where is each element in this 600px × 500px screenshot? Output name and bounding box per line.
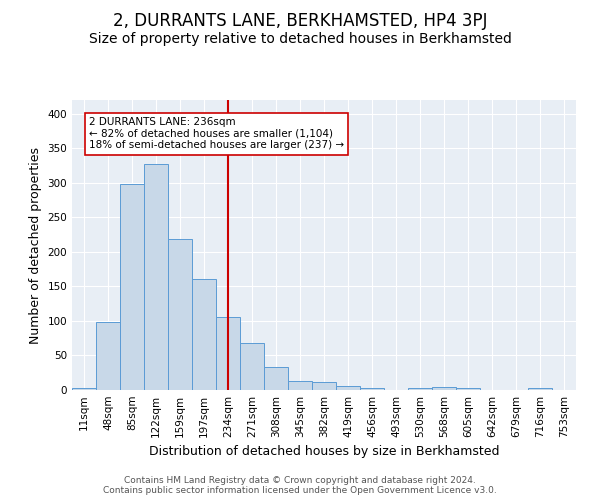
Bar [528, 388, 552, 390]
Bar [336, 386, 360, 390]
Bar [120, 184, 144, 390]
Bar [240, 343, 264, 390]
Bar [72, 388, 96, 390]
Y-axis label: Number of detached properties: Number of detached properties [29, 146, 42, 344]
Bar [96, 322, 120, 390]
Bar [264, 366, 288, 390]
Bar [144, 164, 168, 390]
Bar [216, 317, 240, 390]
Bar [192, 279, 216, 390]
Text: Size of property relative to detached houses in Berkhamsted: Size of property relative to detached ho… [89, 32, 511, 46]
Bar [360, 388, 384, 390]
Text: 2 DURRANTS LANE: 236sqm
← 82% of detached houses are smaller (1,104)
18% of semi: 2 DURRANTS LANE: 236sqm ← 82% of detache… [89, 118, 344, 150]
Text: 2, DURRANTS LANE, BERKHAMSTED, HP4 3PJ: 2, DURRANTS LANE, BERKHAMSTED, HP4 3PJ [113, 12, 487, 30]
Bar [456, 388, 480, 390]
Bar [432, 387, 456, 390]
Bar [288, 381, 312, 390]
Text: Contains HM Land Registry data © Crown copyright and database right 2024.
Contai: Contains HM Land Registry data © Crown c… [103, 476, 497, 495]
Bar [312, 382, 336, 390]
X-axis label: Distribution of detached houses by size in Berkhamsted: Distribution of detached houses by size … [149, 446, 499, 458]
Bar [408, 388, 432, 390]
Bar [168, 239, 192, 390]
